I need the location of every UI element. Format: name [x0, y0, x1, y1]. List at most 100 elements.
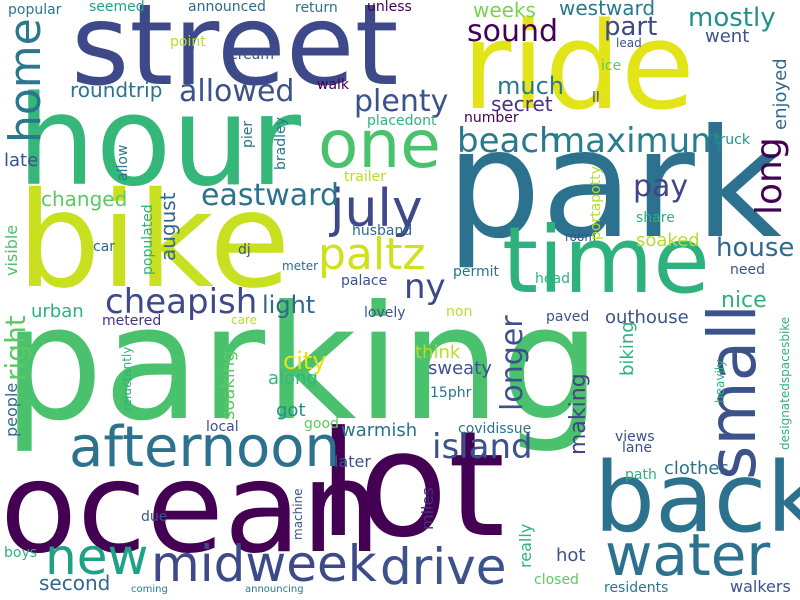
word-number: number [464, 110, 519, 126]
word-head: head [535, 271, 570, 287]
word-parking: parking [3, 272, 601, 456]
word-miles: miles [418, 487, 437, 530]
word-paltz: paltz [318, 229, 426, 280]
word-views: views [615, 429, 655, 445]
word-walkers: walkers [730, 577, 791, 596]
word-metered: metered [102, 313, 162, 329]
word-enjoyed: enjoyed [770, 58, 791, 130]
word-think: think [415, 342, 461, 363]
word-changed: changed [41, 187, 128, 211]
word-went: went [705, 26, 750, 47]
word-time: time [502, 207, 710, 314]
word-part: part [604, 12, 658, 42]
word-reluctantly: reluctantly [120, 346, 134, 411]
word-allowed: allowed [179, 74, 295, 109]
word-allow: allow [115, 144, 131, 181]
word-long: long [749, 137, 790, 215]
word-urban: urban [31, 301, 84, 322]
word-husband: husband [352, 223, 413, 239]
word-hot: hot [556, 545, 586, 566]
word-popular: popular [8, 2, 62, 18]
word-bike: bike [17, 164, 291, 318]
word-midweek: midweek [151, 535, 377, 593]
word-palace: palace [341, 273, 388, 289]
word-paved: paved [546, 309, 590, 325]
word-15phr: 15phr [430, 385, 472, 401]
word-cream: cream [230, 47, 274, 63]
word-room: room [565, 230, 597, 244]
word-outhouse: outhouse [605, 307, 689, 328]
word-nice: nice [721, 288, 767, 313]
word-secret: secret [491, 92, 553, 116]
word-ny: ny [404, 267, 446, 307]
word-afternoon: afternoon [69, 415, 341, 480]
word-walk: walk [317, 77, 350, 93]
word-ocean: ocean [0, 434, 381, 581]
word-mostly: mostly [688, 3, 776, 33]
word-share: share [636, 210, 675, 226]
word-island: island [432, 427, 533, 467]
word-house: house [716, 233, 795, 263]
word-ll: ll [592, 90, 600, 106]
word-along: along [268, 368, 318, 389]
word-truck: truck [714, 132, 750, 148]
word-populated: populated [140, 204, 156, 275]
word-weeks: weeks [473, 0, 536, 22]
word-sound: sound [467, 14, 559, 49]
word-path: path [625, 467, 657, 483]
word-seemed: seemed [89, 0, 145, 15]
word-warmish: warmish [341, 420, 418, 441]
word-permit: permit [453, 264, 500, 280]
word-announced: announced [188, 0, 266, 15]
word-longer: longer [495, 315, 530, 411]
word-people: people [2, 382, 21, 437]
word-pier: pier [240, 120, 256, 148]
word-announcing: announcing [245, 584, 304, 595]
word-got: got [276, 400, 306, 421]
word-later: later [334, 452, 371, 471]
word-july: july [330, 179, 423, 239]
word-ride: ride [462, 0, 695, 137]
word-visible: visible [2, 224, 21, 276]
word-small: small [694, 304, 771, 480]
word-westward: westward [559, 0, 656, 20]
word-back: back [594, 442, 800, 554]
word-non: non [446, 304, 473, 320]
word-street: street [71, 0, 399, 111]
word-sweaty: sweaty [428, 358, 492, 379]
word-boys: boys [4, 545, 38, 561]
word-bradley: bradley [273, 117, 289, 170]
word-lovely: lovely [364, 305, 406, 321]
word-lead: lead [616, 36, 642, 50]
word-right: right [0, 315, 32, 381]
word-need: need [730, 262, 765, 278]
word-soaked: soaked [636, 230, 700, 251]
word-closed: closed [534, 572, 579, 588]
word-unless: unless [367, 0, 412, 15]
word-designatedspacesbike: designatedspacesbike [778, 316, 792, 450]
word-portapotty: portapotty [588, 166, 604, 240]
word-trailer: trailer [344, 169, 386, 185]
word-maximum: maximum [552, 121, 724, 161]
word-hour: hour [17, 70, 302, 214]
word-clothes: clothes [664, 458, 729, 479]
word-covidissue: covidissue [458, 421, 532, 437]
word-ice: ice [601, 58, 622, 74]
word-residents: residents [604, 580, 669, 596]
word-new: new [45, 528, 149, 586]
word-local: local [206, 419, 239, 435]
word-machine: machine [291, 488, 305, 540]
word-city: city [283, 347, 327, 375]
word-plenty: plenty [354, 84, 449, 119]
word-beach: beach [457, 121, 561, 161]
word-one: one [318, 106, 441, 183]
word-home: home [0, 18, 51, 143]
word-placedont: placedont [367, 113, 437, 129]
word-lot: lot [318, 400, 506, 570]
word-meter: meter [282, 259, 319, 273]
word-second: second [39, 571, 111, 595]
word-good: good [304, 416, 339, 432]
word-eastward: eastward [201, 178, 340, 213]
word-care: care [231, 313, 258, 327]
